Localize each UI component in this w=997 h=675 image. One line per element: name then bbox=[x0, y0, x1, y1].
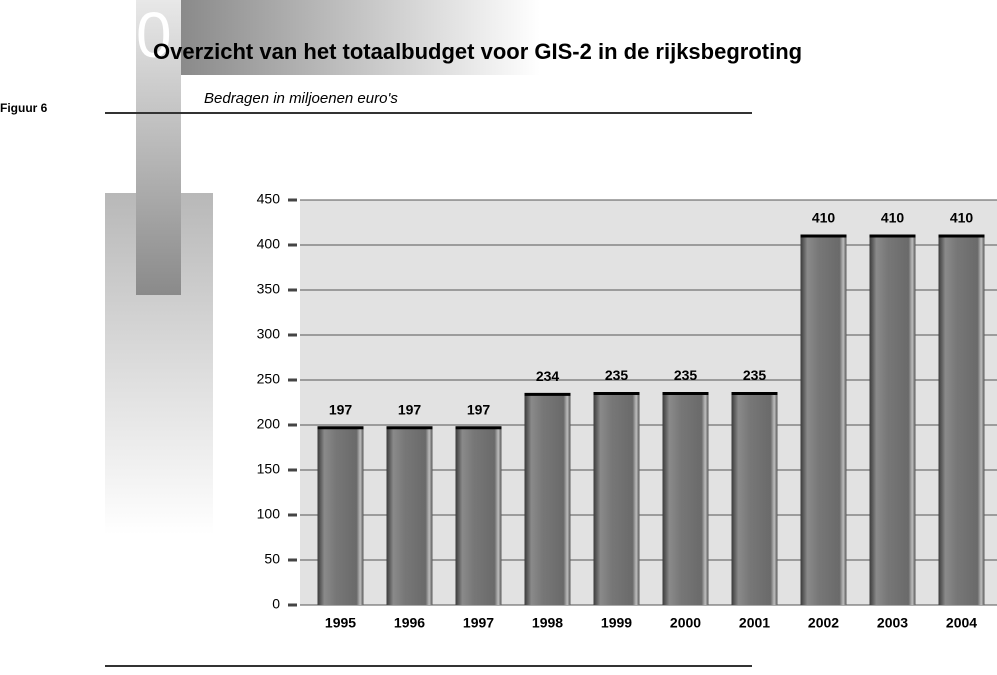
y-tick-label: 100 bbox=[257, 506, 281, 522]
x-tick-label: 2002 bbox=[808, 615, 839, 631]
value-label: 235 bbox=[605, 367, 629, 383]
subtitle: Bedragen in miljoenen euro's bbox=[204, 90, 398, 107]
value-label: 410 bbox=[812, 210, 836, 226]
value-label: 410 bbox=[950, 210, 974, 226]
value-label: 235 bbox=[674, 367, 698, 383]
bar bbox=[731, 393, 778, 605]
y-tick-label: 150 bbox=[257, 461, 281, 477]
bar bbox=[869, 236, 916, 605]
bar bbox=[386, 427, 433, 605]
y-tick-label: 0 bbox=[272, 596, 280, 612]
chapter-number: 0 bbox=[136, 0, 172, 71]
figure-label: Figuur 6 bbox=[0, 101, 48, 115]
bar bbox=[455, 427, 502, 605]
x-tick-label: 2003 bbox=[877, 615, 908, 631]
value-label: 235 bbox=[743, 367, 767, 383]
chart-title: Overzicht van het totaalbudget voor GIS-… bbox=[153, 39, 802, 64]
value-label: 197 bbox=[398, 401, 422, 417]
x-tick-label: 2004 bbox=[946, 615, 977, 631]
bar bbox=[938, 236, 985, 605]
y-tick-label: 300 bbox=[257, 326, 281, 342]
x-tick-label: 1999 bbox=[601, 615, 632, 631]
value-label: 197 bbox=[329, 401, 353, 417]
y-tick-label: 400 bbox=[257, 236, 281, 252]
decor-strip bbox=[181, 0, 540, 75]
x-tick-label: 2000 bbox=[670, 615, 701, 631]
bar bbox=[662, 393, 709, 605]
decor-column bbox=[136, 0, 181, 295]
value-label: 410 bbox=[881, 210, 905, 226]
x-tick-label: 1998 bbox=[532, 615, 563, 631]
value-label: 197 bbox=[467, 401, 491, 417]
bar bbox=[593, 393, 640, 605]
y-tick-label: 350 bbox=[257, 281, 281, 297]
y-tick-label: 50 bbox=[264, 551, 280, 567]
value-label: 234 bbox=[536, 368, 560, 384]
bar bbox=[317, 427, 364, 605]
bar bbox=[524, 394, 571, 605]
y-tick-label: 250 bbox=[257, 371, 281, 387]
y-tick-label: 200 bbox=[257, 416, 281, 432]
bar bbox=[800, 236, 847, 605]
y-tick-label: 450 bbox=[257, 191, 281, 207]
x-tick-label: 1997 bbox=[463, 615, 494, 631]
x-tick-label: 1996 bbox=[394, 615, 425, 631]
x-tick-label: 2001 bbox=[739, 615, 770, 631]
x-tick-label: 1995 bbox=[325, 615, 356, 631]
